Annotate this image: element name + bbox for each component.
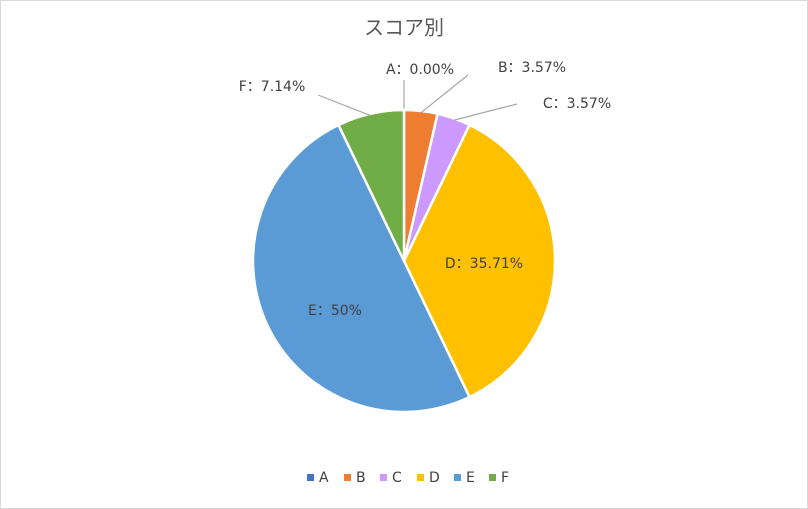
legend-swatch <box>380 474 387 481</box>
leader-line <box>317 94 372 117</box>
legend-label: A <box>319 470 329 486</box>
legend-label: C <box>392 470 402 486</box>
legend-swatch <box>344 474 351 481</box>
leader-line <box>420 74 469 114</box>
legend-label: F <box>501 470 509 486</box>
chart-title: スコア別 <box>364 16 444 40</box>
legend-swatch <box>307 474 314 481</box>
legend-label: D <box>429 470 440 486</box>
data-label: D：35.71% <box>445 256 523 272</box>
data-label: A：0.00% <box>386 62 454 78</box>
data-label: C：3.57% <box>543 96 611 112</box>
leader-line <box>453 103 518 121</box>
data-label: F：7.14% <box>239 79 306 95</box>
legend-label: E <box>466 470 475 486</box>
pie-slice <box>336 108 406 262</box>
data-label: B：3.57% <box>498 60 566 76</box>
legend-swatch <box>489 474 496 481</box>
legend-swatch <box>417 474 424 481</box>
legend-swatch <box>454 474 461 481</box>
pie-slice <box>251 123 472 414</box>
legend-label: B <box>356 470 366 486</box>
pie-slice <box>402 123 557 399</box>
data-label: E：50% <box>308 303 362 319</box>
